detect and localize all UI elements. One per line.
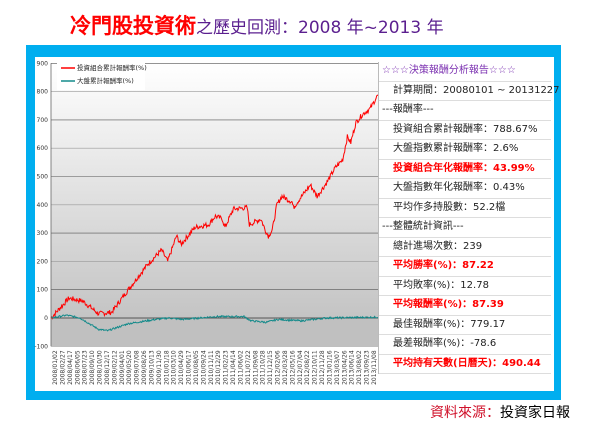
x-tick-label: 2012/05/16	[289, 350, 296, 385]
x-tick-label: 2010/04/29	[178, 350, 185, 385]
x-tick-label: 2009/07/08	[134, 350, 141, 385]
legend-label: 投資組合累計報酬率(%)	[77, 63, 147, 72]
y-tick-label: 200	[37, 258, 49, 265]
legend-label: 大盤累計報酬率(%)	[77, 76, 134, 85]
x-tick-label: 2010/12/29	[215, 350, 222, 385]
x-tick-label: 2010/06/17	[186, 350, 193, 385]
y-tick-label: 900	[37, 60, 49, 67]
x-tick-label: 2008/04/17	[67, 350, 74, 385]
x-tick-label: 2009/10/13	[148, 350, 155, 385]
report-row: 計算期間：20080101 ~ 20131227	[379, 82, 560, 101]
report-row: ---報酬率---	[379, 101, 551, 121]
report-row: 投資組合年化報酬率：43.99%	[379, 160, 551, 179]
x-tick-label: 2012/10/11	[312, 350, 319, 385]
source-name: 投資家日報	[500, 405, 570, 421]
y-tick-label: 500	[37, 174, 49, 181]
report-row: 總計進場次數：239	[379, 238, 551, 257]
x-tick-label: 2008/02/27	[59, 350, 66, 385]
x-tick-label: 2013/11/08	[371, 350, 378, 385]
report-row: 平均持有天數(日曆天)：490.44	[379, 355, 551, 374]
y-tick-label: -100	[34, 343, 48, 350]
report-row: 平均報酬率(%)：87.39	[379, 296, 551, 316]
y-tick-label: 800	[37, 89, 49, 96]
x-tick-label: 2013/09/23	[364, 350, 371, 385]
x-tick-label: 2011/09/08	[252, 350, 259, 385]
series-line-1	[50, 94, 378, 320]
report-row: 大盤指數年化報酬率：0.43%	[379, 179, 551, 199]
x-tick-label: 2013/03/07	[334, 350, 341, 385]
x-tick-label: 2011/06/02	[237, 350, 244, 385]
x-tick-label: 2008/10/30	[97, 350, 104, 385]
y-tick-label: 600	[37, 145, 49, 152]
x-tick-label: 2010/09/24	[200, 350, 207, 385]
x-tick-label: 2012/11/28	[319, 350, 326, 385]
report-row: 大盤指數累計報酬率：2.6%	[379, 140, 551, 160]
x-tick-label: 2011/12/15	[267, 350, 274, 385]
y-tick-label: 0	[44, 315, 48, 322]
x-tick-label: 2010/08/05	[193, 350, 200, 385]
x-tick-label: 2009/11/30	[156, 350, 163, 385]
report-row: 平均作多持股數：52.2檔	[379, 199, 551, 218]
x-tick-label: 2013/04/26	[341, 350, 348, 385]
report-row: 最差報酬率(%)：-78.6	[379, 335, 551, 355]
x-tick-label: 2013/08/02	[356, 350, 363, 385]
report-row: 投資組合累計報酬率：788.67%	[379, 121, 551, 140]
x-tick-label: 2010/03/10	[171, 350, 178, 385]
x-tick-label: 2008/12/17	[104, 350, 111, 385]
y-tick-label: 400	[37, 202, 49, 209]
plot-background-negative	[51, 318, 378, 347]
y-tick-label: 300	[37, 230, 49, 237]
x-tick-label: 2012/07/04	[297, 350, 304, 385]
y-tick-label: 700	[37, 117, 49, 124]
x-tick-label: 2011/04/14	[230, 350, 237, 385]
x-tick-label: 2010/11/11	[208, 350, 215, 385]
plot-background	[51, 63, 378, 318]
report-row: 平均敗率(%)：12.78	[379, 277, 551, 296]
source-note: 資料來源：投資家日報	[430, 402, 570, 422]
x-tick-label: 2013/06/14	[349, 350, 356, 385]
series-line-2	[50, 314, 378, 332]
x-tick-label: 2010/01/18	[163, 350, 170, 385]
x-tick-label: 2009/04/01	[119, 350, 126, 385]
x-tick-label: 2012/08/22	[304, 350, 311, 385]
x-tick-label: 2008/07/23	[82, 350, 89, 385]
legend-box	[57, 61, 145, 90]
report-row: ---整體統計資訊---	[379, 218, 551, 238]
x-tick-label: 2011/02/23	[223, 350, 230, 385]
x-tick-label: 2008/09/10	[89, 350, 96, 385]
x-tick-label: 2009/02/12	[111, 350, 118, 385]
x-tick-label: 2009/08/26	[141, 350, 148, 385]
x-tick-label: 2011/07/22	[245, 350, 252, 385]
report-panel: ☆☆☆決策報酬分析報告☆☆☆ 計算期間：20080101 ~ 20131227 --…	[378, 62, 560, 374]
source-label: 資料來源：	[430, 405, 500, 421]
title-highlight: 冷門股投資術	[70, 14, 196, 38]
y-tick-label: 100	[37, 287, 49, 294]
report-row: ☆☆☆決策報酬分析報告☆☆☆	[379, 62, 551, 82]
x-tick-label: 2008/06/05	[74, 350, 81, 385]
x-tick-label: 2013/01/16	[326, 350, 333, 385]
line-chart: -100 0 100 200 300 400 500 600 700 800 900 2008/01/…	[34, 60, 378, 385]
report-row: 平均勝率(%)：87.22	[379, 257, 551, 277]
x-tick-label: 2012/02/06	[275, 350, 282, 385]
title-rest: 之歷史回測：2008 年~2013 年	[196, 18, 444, 38]
report-row: 最佳報酬率(%)：779.17	[379, 316, 551, 335]
x-tick-label: 2011/10/28	[260, 350, 267, 385]
x-tick-label: 2009/05/20	[126, 350, 133, 385]
x-tick-label: 2008/01/02	[52, 350, 59, 385]
x-tick-label: 2012/03/28	[282, 350, 289, 385]
page-title: 冷門股投資術之歷史回測：2008 年~2013 年	[70, 10, 444, 40]
